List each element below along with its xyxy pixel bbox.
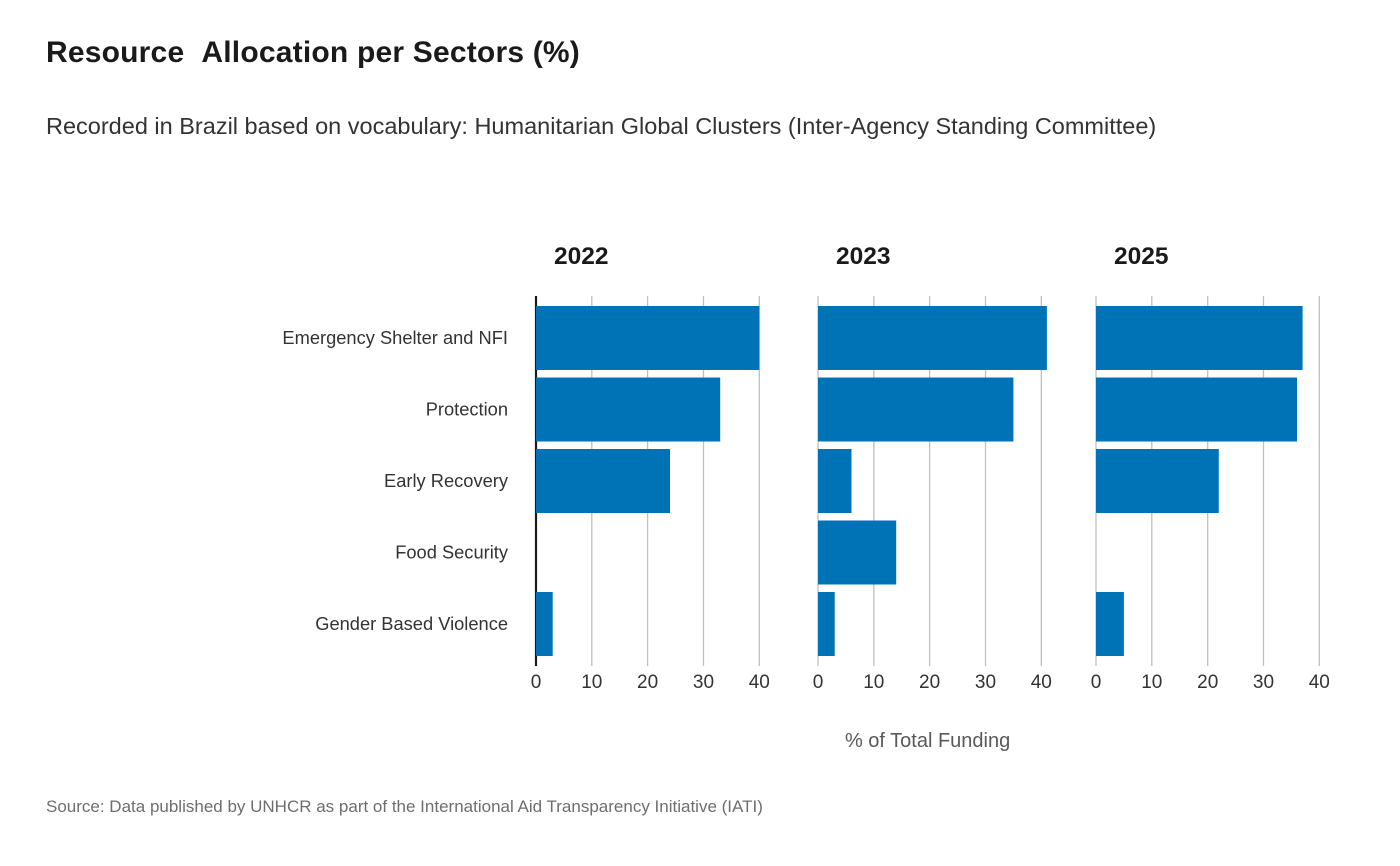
svg-text:2025: 2025	[1114, 243, 1169, 270]
svg-text:Food Security: Food Security	[395, 542, 509, 563]
svg-text:30: 30	[975, 672, 996, 693]
svg-text:Gender Based Violence: Gender Based Violence	[315, 613, 508, 634]
svg-text:10: 10	[581, 672, 602, 693]
svg-text:20: 20	[1197, 672, 1218, 693]
svg-text:20: 20	[637, 672, 658, 693]
svg-text:10: 10	[863, 672, 884, 693]
svg-text:% of Total Funding: % of Total Funding	[845, 730, 1010, 752]
svg-text:10: 10	[1141, 672, 1162, 693]
svg-text:40: 40	[1309, 672, 1330, 693]
svg-text:40: 40	[1031, 672, 1052, 693]
svg-text:Early Recovery: Early Recovery	[384, 470, 509, 491]
svg-text:20: 20	[919, 672, 940, 693]
svg-text:30: 30	[693, 672, 714, 693]
svg-text:2023: 2023	[836, 243, 891, 270]
svg-text:30: 30	[1253, 672, 1274, 693]
svg-text:0: 0	[1091, 672, 1102, 693]
svg-text:40: 40	[749, 672, 770, 693]
svg-text:Protection: Protection	[426, 399, 508, 420]
svg-text:0: 0	[813, 672, 824, 693]
svg-text:0: 0	[531, 672, 542, 693]
svg-text:2022: 2022	[554, 243, 609, 270]
svg-text:Emergency Shelter and NFI: Emergency Shelter and NFI	[282, 327, 508, 348]
